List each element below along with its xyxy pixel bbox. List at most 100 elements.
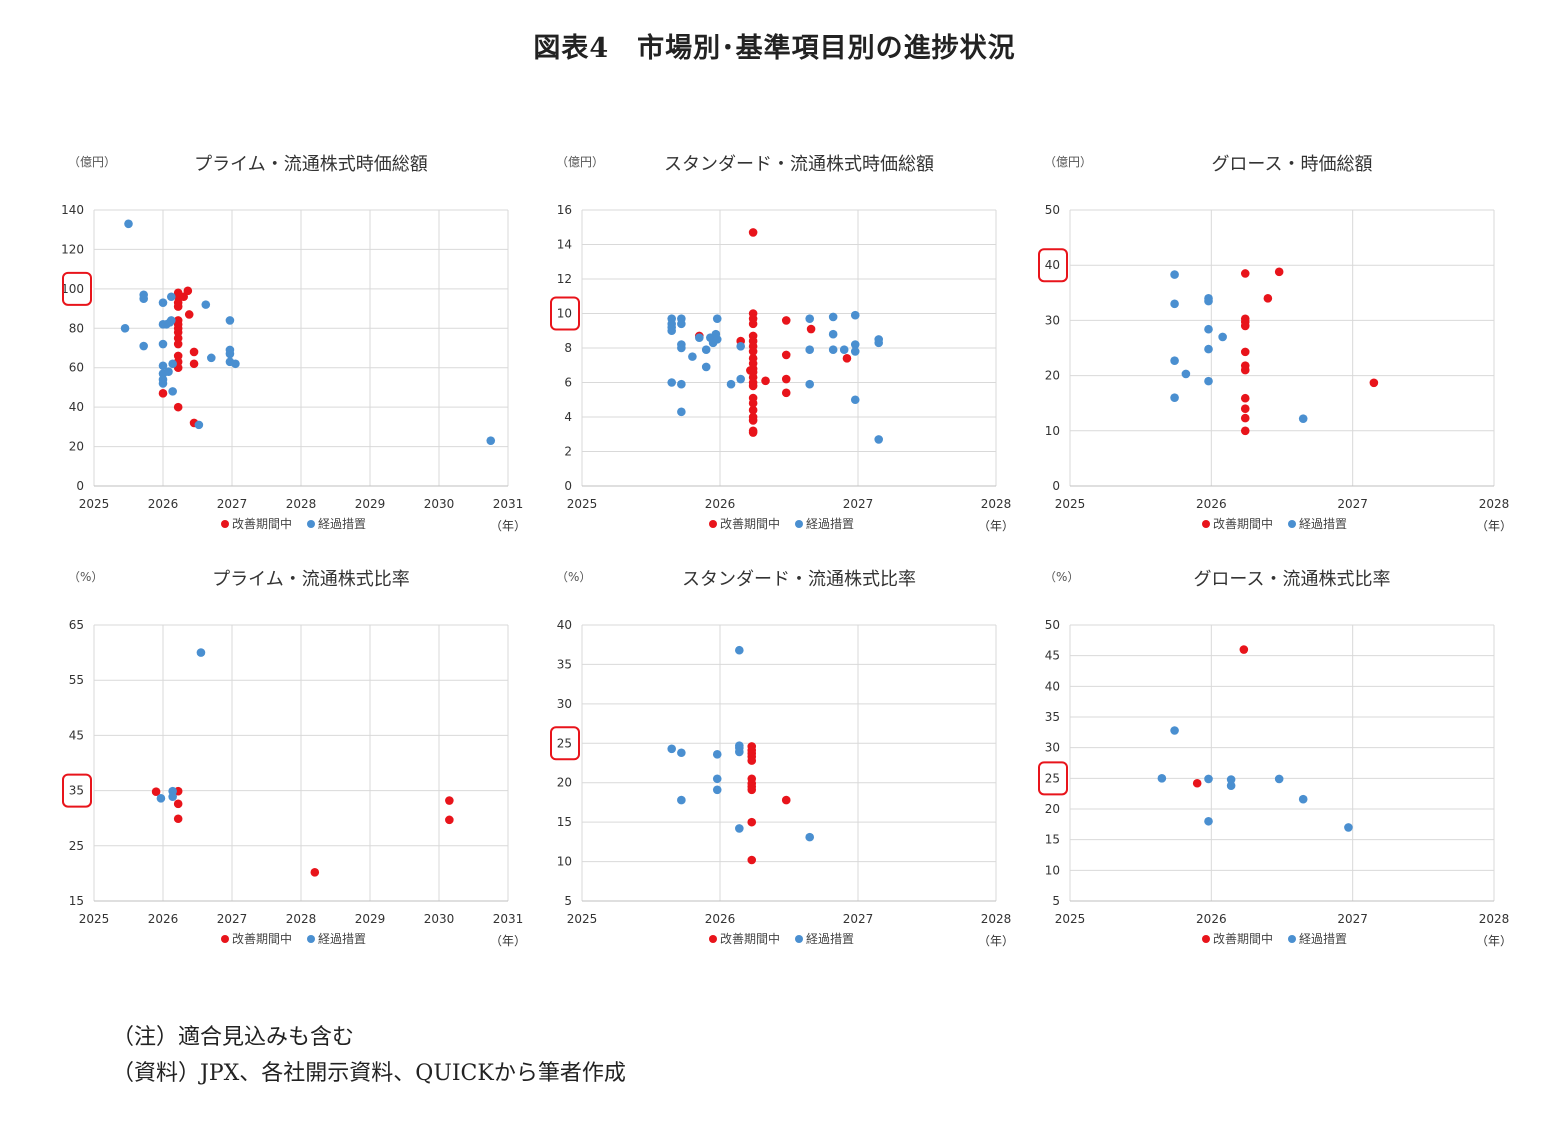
y-tick-label: 10 — [557, 307, 572, 321]
transition-point — [1157, 774, 1167, 783]
transition-point — [194, 420, 204, 430]
improvement-point — [1263, 294, 1273, 303]
legend-label-improvement: 改善期間中 — [1213, 931, 1273, 946]
improvement-point — [310, 867, 320, 877]
transition-point — [677, 319, 686, 329]
y-tick-label: 0 — [76, 479, 84, 493]
y-unit-label: （%） — [1044, 570, 1079, 584]
y-tick-label: 2 — [564, 445, 572, 459]
transition-point — [677, 343, 686, 353]
transition-point — [735, 645, 744, 655]
improvement-point — [781, 350, 791, 360]
improvement-point — [1239, 645, 1249, 654]
y-tick-label: 40 — [1045, 258, 1060, 272]
transition-point — [736, 374, 745, 384]
chart-title: グロース・時価総額 — [1211, 154, 1372, 175]
y-tick-label: 65 — [69, 618, 84, 632]
notes: （注）適合見込みも含む （資料）JPX、各社開示資料、QUICKから筆者作成 — [112, 1020, 626, 1092]
transition-point — [1204, 296, 1213, 306]
chart-title: プライム・流通株式比率 — [212, 569, 410, 590]
transition-point — [168, 387, 177, 396]
improvement-point — [761, 376, 770, 386]
y-tick-label: 15 — [1045, 833, 1060, 847]
legend-label-transition: 経過措置 — [806, 517, 854, 531]
y-tick-label: 16 — [557, 203, 572, 217]
improvement-point — [1240, 413, 1250, 423]
transition-point — [667, 378, 676, 387]
x-tick-label: 2030 — [424, 912, 455, 926]
x-tick-label: 2026 — [1196, 497, 1227, 511]
legend-marker-transition — [795, 935, 803, 943]
x-tick-label: 2028 — [981, 497, 1012, 511]
highlight-box — [1038, 248, 1068, 283]
y-tick-label: 35 — [1045, 710, 1060, 724]
transition-point — [712, 335, 722, 344]
legend-marker-improvement — [1202, 935, 1210, 943]
improvement-point — [151, 787, 161, 797]
improvement-point — [781, 374, 791, 384]
legend-label-improvement: 改善期間中 — [1213, 516, 1273, 531]
y-unit-label: （億円） — [1044, 155, 1092, 169]
x-tick-label: 2028 — [286, 497, 317, 511]
improvement-point — [189, 359, 199, 369]
improvement-point — [748, 428, 758, 437]
y-tick-label: 0 — [1052, 479, 1060, 493]
y-tick-label: 20 — [1045, 802, 1060, 816]
transition-point — [1204, 774, 1213, 784]
improvement-point — [189, 347, 199, 357]
transition-point — [850, 347, 860, 356]
transition-point — [158, 361, 168, 371]
x-axis-label: （年） — [490, 934, 526, 948]
y-tick-label: 60 — [69, 361, 84, 375]
y-tick-label: 10 — [1045, 863, 1060, 877]
improvement-point — [748, 228, 758, 237]
x-tick-label: 2031 — [493, 912, 524, 926]
improvement-point — [748, 347, 758, 356]
improvement-point — [1240, 269, 1250, 278]
improvement-point — [445, 815, 454, 825]
transition-point — [701, 345, 711, 355]
x-tick-label: 2026 — [705, 497, 736, 511]
y-unit-label: （億円） — [556, 155, 604, 169]
legend-marker-transition — [795, 520, 803, 528]
improvement-point — [748, 381, 758, 391]
transition-point — [695, 333, 704, 342]
x-tick-label: 2028 — [286, 912, 317, 926]
improvement-point — [183, 286, 193, 296]
transition-point — [1204, 376, 1213, 386]
improvement-point — [781, 388, 791, 398]
x-axis-label: （年） — [978, 934, 1014, 948]
y-tick-label: 6 — [564, 376, 572, 390]
transition-point — [736, 341, 745, 351]
transition-point — [688, 352, 697, 361]
transition-point — [667, 744, 676, 754]
x-tick-label: 2026 — [148, 912, 179, 926]
improvement-point — [748, 398, 758, 408]
transition-point — [712, 774, 722, 784]
improvement-point — [781, 795, 791, 805]
y-tick-label: 35 — [557, 657, 572, 671]
y-tick-label: 30 — [557, 697, 572, 711]
highlight-box — [1038, 761, 1068, 796]
legend-label-improvement: 改善期間中 — [232, 516, 292, 531]
improvement-point — [173, 402, 183, 412]
y-tick-label: 40 — [1045, 679, 1060, 693]
transition-point — [1181, 369, 1191, 379]
y-tick-label: 35 — [69, 784, 84, 798]
legend-label-transition: 経過措置 — [318, 932, 366, 946]
highlight-box — [62, 773, 92, 808]
x-tick-label: 2025 — [567, 497, 598, 511]
transition-point — [726, 379, 736, 389]
y-tick-label: 4 — [564, 410, 572, 424]
y-tick-label: 50 — [1045, 203, 1060, 217]
transition-point — [874, 435, 883, 444]
transition-point — [486, 436, 496, 445]
chart-title: スタンダード・流通株式比率 — [682, 569, 916, 590]
transition-point — [1170, 356, 1179, 365]
chart-panel-prime-float-ratio: プライム・流通株式比率 （%） 15 25 35 45 55 65 2025 2026 2027 20… — [62, 569, 526, 948]
y-tick-label: 50 — [1045, 618, 1060, 632]
legend-marker-improvement — [221, 520, 229, 528]
transition-point — [1218, 332, 1227, 342]
transition-point — [139, 294, 148, 304]
